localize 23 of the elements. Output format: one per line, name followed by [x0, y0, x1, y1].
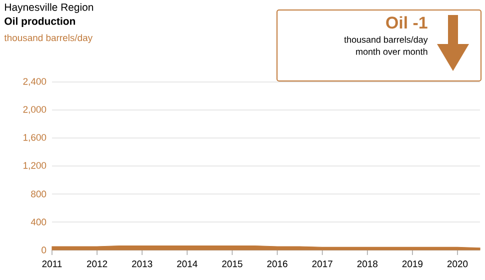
x-tick-label: 2018 [357, 260, 378, 268]
text: month over month [356, 48, 428, 55]
y-tick-label: 1,200 [24, 162, 46, 170]
y-tick-label: 0 [42, 246, 46, 254]
y-tick-label: 2,400 [23, 78, 46, 86]
y-tick-label: 800 [31, 190, 46, 198]
x-tick-label: 2017 [312, 260, 332, 268]
text: Oil -1 [386, 16, 428, 29]
x-tick-label: 2011 [42, 260, 62, 268]
chart-title: Haynesville Region [5, 3, 94, 13]
x-tick-label: 2012 [87, 260, 108, 268]
x-tick-label: 2014 [177, 260, 198, 268]
chart-subtitle: Oil production [4, 17, 76, 27]
y-tick-label: 400 [30, 218, 46, 226]
y-tick-label: 1,600 [24, 134, 46, 142]
x-tick-label: 2016 [267, 260, 288, 268]
y-tick-label: 2,000 [23, 106, 46, 114]
y-axis-title: thousand barrels/day [4, 34, 93, 44]
x-tick-label: 2015 [222, 260, 242, 268]
x-tick-label: 2013 [132, 260, 152, 268]
x-tick-label: 2019 [402, 260, 422, 268]
x-tick-label: 2020 [447, 260, 468, 268]
text: thousand barrels/day [344, 36, 428, 45]
